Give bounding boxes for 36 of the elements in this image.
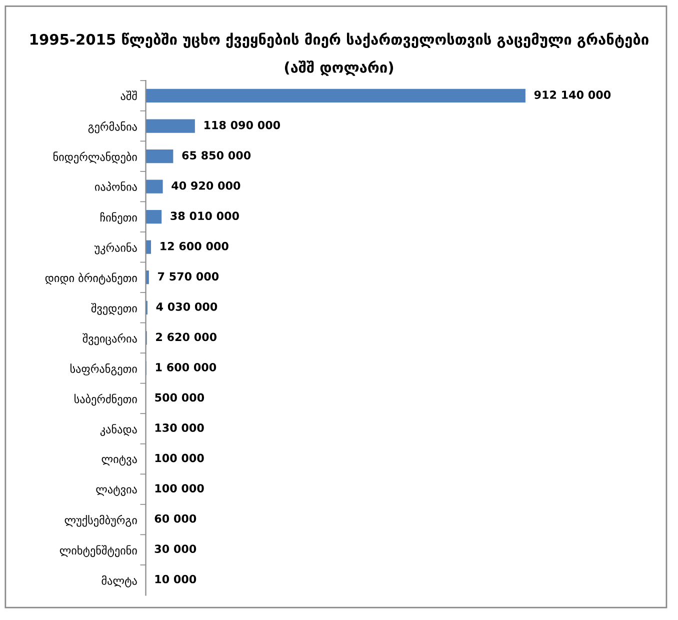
y-tick-label: ნიდერლანდები <box>54 152 137 164</box>
y-tick-label: ჩინეთი <box>100 212 137 224</box>
data-label: 4 030 000 <box>156 302 218 311</box>
data-label: 7 570 000 <box>158 272 219 281</box>
y-tick-label: დიდი ბრიტანეთი <box>45 272 137 285</box>
chart-title: 1995-2015 წლებში უცხო ქვეყნების მიერ საქართველოსთვის გაცემული გრანტები <box>30 32 648 48</box>
data-label: 130 000 <box>155 424 204 432</box>
y-tick-label: აშშ <box>120 90 137 100</box>
y-tick-label: საფრანგეთი <box>70 364 137 376</box>
data-label: 12 600 000 <box>160 242 228 250</box>
data-label: 38 010 000 <box>170 212 239 220</box>
y-tick-label: ლიხტენშტეინი <box>60 545 137 558</box>
y-tick-label: იაპონია <box>95 182 137 191</box>
data-label: 60 000 <box>154 514 196 523</box>
data-label: 1 600 000 <box>156 362 216 372</box>
y-tick-label: კანადა <box>100 424 137 436</box>
y-tick-label: მალტა <box>102 575 137 588</box>
data-label: 500 000 <box>155 393 204 402</box>
data-label: 118 090 000 <box>204 120 280 130</box>
y-tick-label: საბერძნეთი <box>74 394 137 406</box>
data-label: 2 620 000 <box>156 332 217 342</box>
data-label: 10 000 <box>155 574 196 584</box>
data-label: 40 920 000 <box>172 181 240 190</box>
data-label: 100 000 <box>155 484 204 492</box>
y-tick-label: შვედეთი <box>91 302 137 315</box>
data-label: 65 850 000 <box>182 151 251 160</box>
y-tick-label: გერმანია <box>88 121 137 134</box>
y-tick-label: შვეიცარია <box>82 333 137 346</box>
data-label: 30 000 <box>154 544 196 554</box>
y-tick-label: ლატვია <box>96 486 137 496</box>
y-tick-label: ლუქსემბურგი <box>64 514 137 527</box>
chart-subtitle: (აშშ დოლარი) <box>284 60 394 76</box>
data-label: 912 140 000 <box>534 90 611 99</box>
y-tick-label: ლიტვა <box>102 455 137 466</box>
data-label: 100 000 <box>155 454 204 462</box>
y-tick-label: უკრაინა <box>94 242 137 254</box>
